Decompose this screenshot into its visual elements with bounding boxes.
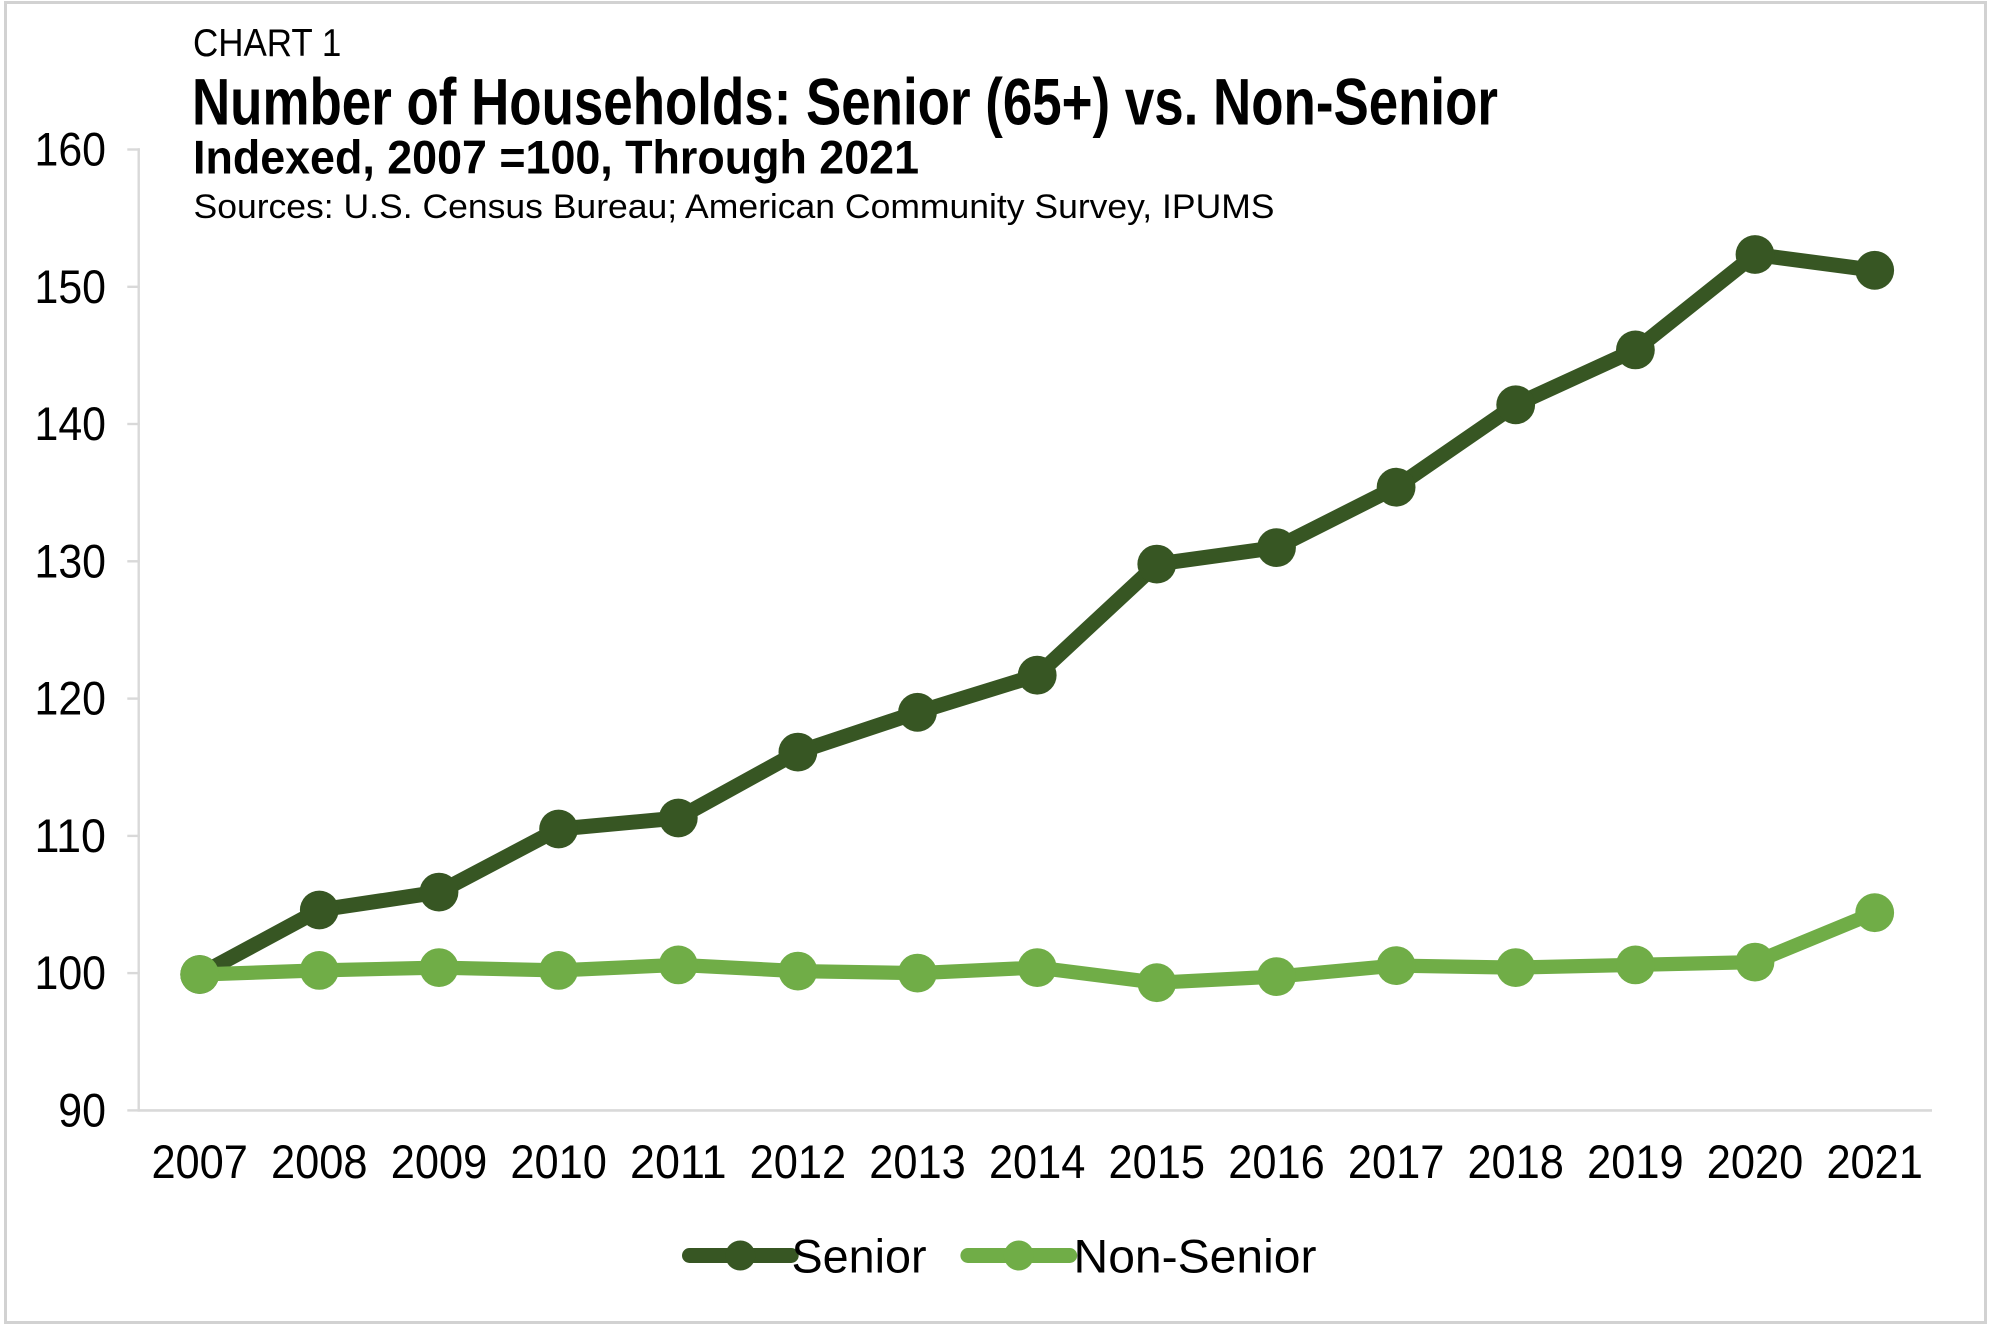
svg-text:2011: 2011 <box>630 1135 727 1188</box>
svg-text:2013: 2013 <box>869 1135 966 1188</box>
svg-text:2020: 2020 <box>1707 1135 1804 1188</box>
svg-text:Number of Households: Senior (: Number of Households: Senior (65+) vs. N… <box>192 65 1498 139</box>
svg-text:2010: 2010 <box>510 1135 607 1188</box>
svg-text:2015: 2015 <box>1109 1135 1206 1188</box>
svg-text:2021: 2021 <box>1826 1135 1923 1188</box>
svg-text:Indexed, 2007 =100, Through 20: Indexed, 2007 =100, Through 2021 <box>193 132 919 185</box>
svg-text:120: 120 <box>35 672 107 725</box>
svg-text:150: 150 <box>35 260 107 313</box>
svg-text:140: 140 <box>35 397 107 450</box>
svg-text:90: 90 <box>58 1084 106 1137</box>
svg-text:100: 100 <box>35 946 107 999</box>
svg-text:Non-Senior: Non-Senior <box>1074 1230 1317 1283</box>
svg-text:2009: 2009 <box>391 1135 488 1188</box>
svg-text:Senior: Senior <box>792 1230 927 1283</box>
svg-text:2019: 2019 <box>1587 1135 1684 1188</box>
svg-text:110: 110 <box>35 809 107 862</box>
svg-text:Sources: U.S. Census Bureau; A: Sources: U.S. Census Bureau; American Co… <box>194 188 1275 226</box>
svg-text:2016: 2016 <box>1228 1135 1325 1188</box>
svg-text:2018: 2018 <box>1467 1135 1564 1188</box>
svg-text:2017: 2017 <box>1348 1135 1445 1188</box>
svg-text:160: 160 <box>35 123 107 176</box>
svg-text:2007: 2007 <box>151 1135 248 1188</box>
svg-text:2008: 2008 <box>271 1135 368 1188</box>
svg-text:2014: 2014 <box>989 1135 1086 1188</box>
svg-text:2012: 2012 <box>750 1135 847 1188</box>
svg-text:CHART 1: CHART 1 <box>193 21 341 65</box>
svg-text:130: 130 <box>35 534 107 587</box>
